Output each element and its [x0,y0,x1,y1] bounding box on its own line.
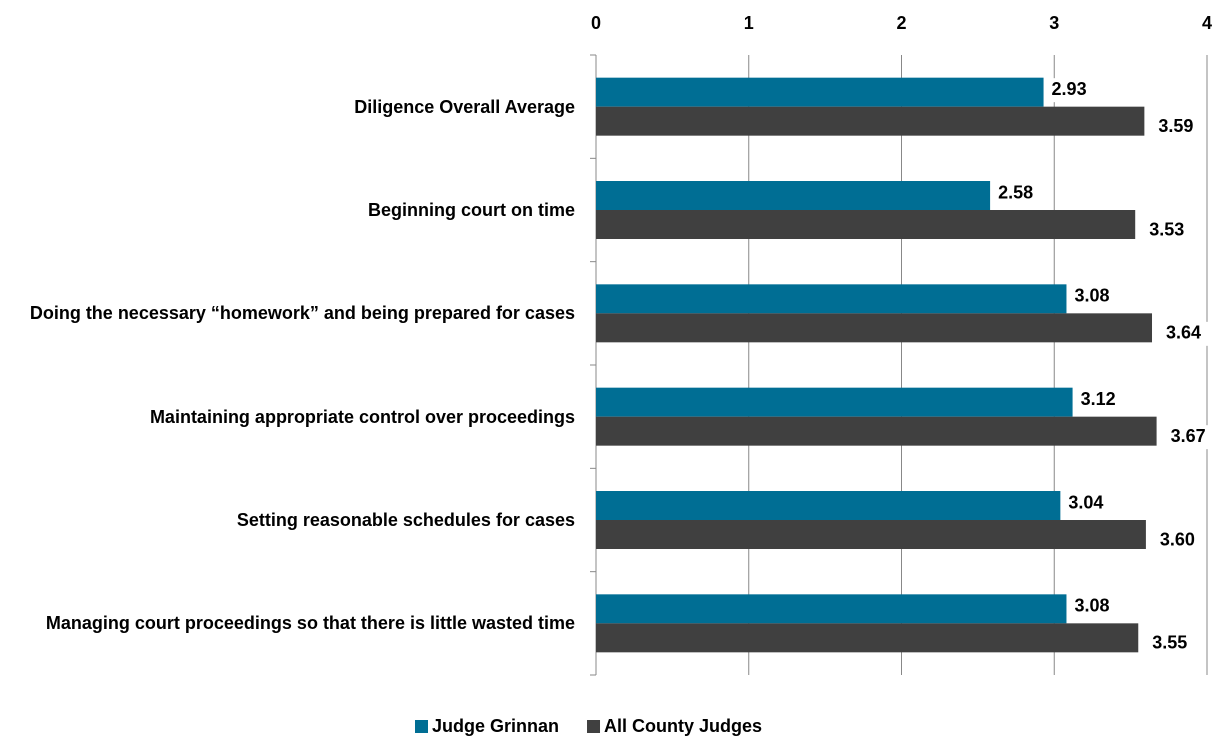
value-label: 3.67 [1171,426,1206,446]
bar [596,594,1067,624]
x-tick-label: 0 [591,13,601,33]
value-label-bg [1154,115,1205,140]
bar [596,520,1146,549]
bar [596,491,1061,520]
value-label-bg [1148,631,1199,656]
bar [596,313,1153,343]
value-label-bg [1064,491,1115,516]
y-tick-label: Beginning court on time [368,200,575,220]
bar [596,284,1067,314]
value-label: 3.64 [1166,323,1201,343]
value-label: 3.59 [1158,116,1193,136]
value-label-bg [1166,425,1217,450]
value-label: 3.08 [1074,596,1109,616]
x-tick-label: 4 [1202,13,1212,33]
value-label-bg [1070,594,1121,619]
y-tick-label: Doing the necessary “homework” and being… [29,303,575,324]
x-tick-label: 2 [896,13,906,33]
value-label-bg [1047,78,1098,103]
value-label-bg [1155,528,1206,553]
value-label: 2.93 [1052,79,1087,99]
value-label-bg [994,181,1045,206]
x-tick-label: 1 [744,13,754,33]
bar [596,181,991,210]
bar [596,77,1044,107]
bar [596,106,1145,136]
bar [596,416,1157,446]
legend-label: Judge Grinnan [432,716,559,736]
value-label: 3.53 [1149,219,1184,239]
value-label-bg [1076,388,1127,413]
value-label: 3.04 [1068,492,1103,512]
value-label: 3.60 [1160,529,1195,549]
value-label: 3.12 [1081,389,1116,409]
legend-label: All County Judges [604,716,762,736]
value-label: 3.08 [1074,286,1109,306]
legend-swatch [415,720,428,733]
value-label-bg [1162,321,1213,346]
x-tick-label: 3 [1049,13,1059,33]
y-tick-label: Maintaining appropriate control over pro… [149,406,575,427]
y-tick-label: Diligence Overall Average [354,96,575,117]
value-label-bg [1070,284,1121,309]
bar [596,387,1073,417]
value-label: 2.58 [998,182,1033,202]
bar [596,623,1139,653]
y-tick-label: Setting reasonable schedules for cases [236,510,575,530]
bar [596,210,1136,239]
legend-swatch [587,720,601,733]
value-label: 3.55 [1152,633,1187,653]
y-tick-label: Managing court proceedings so that there… [45,613,575,634]
value-label-bg [1145,218,1196,243]
